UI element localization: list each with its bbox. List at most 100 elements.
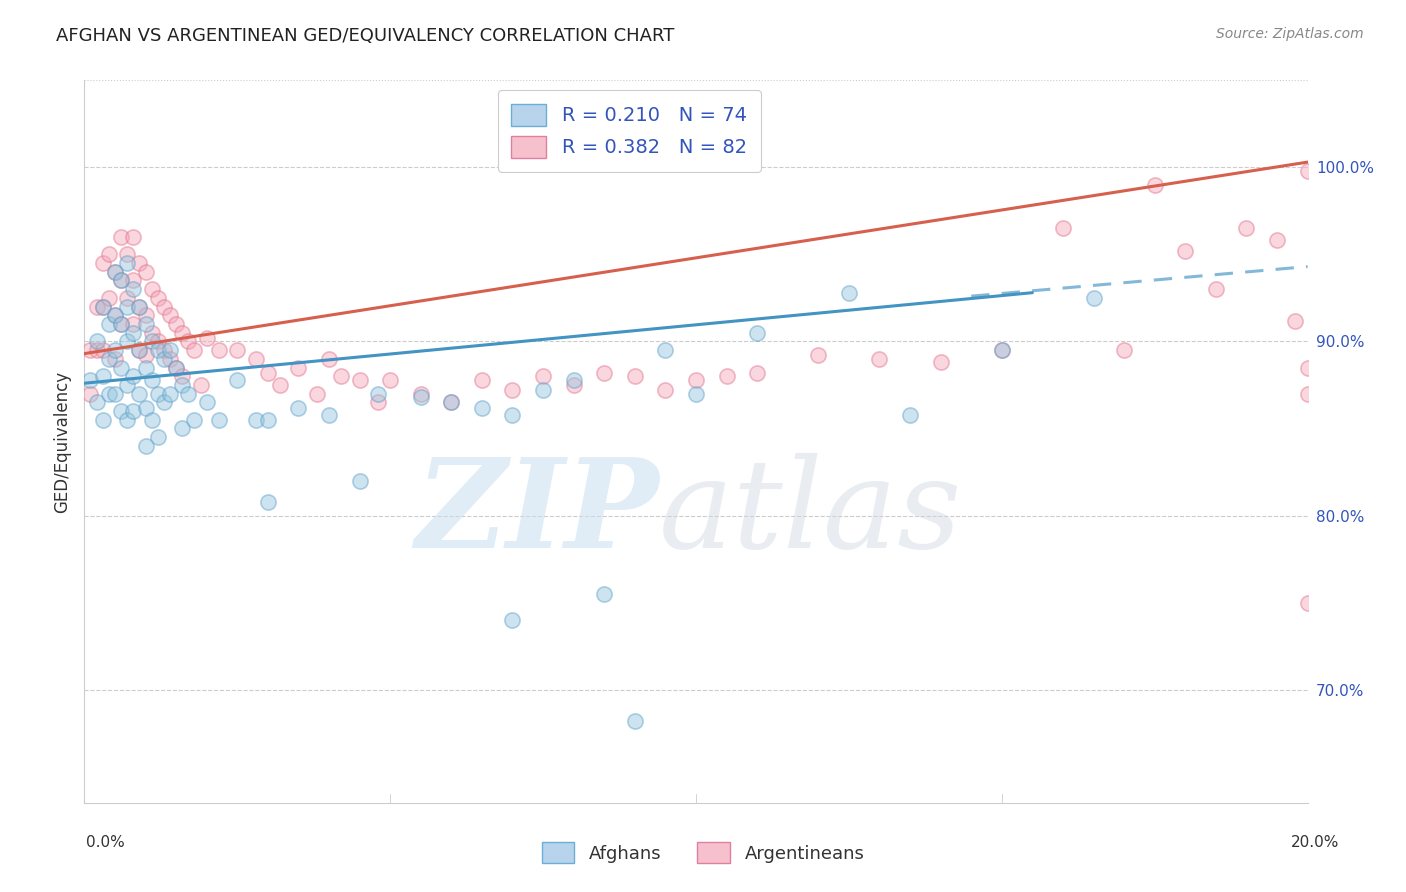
Point — [245, 351, 267, 366]
Point — [172, 378, 194, 392]
Point — [146, 343, 169, 358]
Point — [128, 386, 150, 401]
Point — [183, 343, 205, 358]
Point — [1265, 234, 1288, 248]
Point — [471, 373, 494, 387]
Point — [502, 613, 524, 627]
Point — [165, 360, 187, 375]
Legend: R = 0.210   N = 74, R = 0.382   N = 82: R = 0.210 N = 74, R = 0.382 N = 82 — [498, 90, 761, 172]
Point — [122, 273, 145, 287]
Point — [330, 369, 353, 384]
Point — [110, 273, 132, 287]
Point — [1143, 178, 1166, 192]
Text: ZIP: ZIP — [416, 453, 659, 574]
Point — [305, 386, 328, 401]
Point — [624, 714, 647, 728]
Point — [531, 383, 554, 397]
Point — [367, 395, 389, 409]
Point — [195, 331, 218, 345]
Point — [153, 300, 176, 314]
Point — [110, 404, 132, 418]
Point — [159, 343, 181, 358]
Point — [128, 343, 150, 358]
Point — [190, 378, 212, 392]
Point — [208, 343, 231, 358]
Point — [104, 351, 127, 366]
Point — [1296, 360, 1319, 375]
Point — [141, 413, 163, 427]
Point — [1114, 343, 1136, 358]
Point — [226, 343, 249, 358]
Point — [91, 369, 114, 384]
Point — [141, 334, 163, 349]
Point — [128, 300, 150, 314]
Point — [287, 401, 309, 415]
Point — [86, 300, 108, 314]
Point — [716, 369, 738, 384]
Point — [97, 291, 120, 305]
Point — [165, 360, 187, 375]
Point — [122, 317, 145, 331]
Point — [440, 395, 463, 409]
Point — [159, 351, 181, 366]
Point — [349, 474, 371, 488]
Point — [654, 343, 676, 358]
Point — [172, 369, 194, 384]
Point — [409, 386, 432, 401]
Point — [146, 291, 169, 305]
Point — [838, 285, 860, 300]
Point — [440, 395, 463, 409]
Point — [91, 300, 114, 314]
Point — [115, 256, 138, 270]
Point — [1174, 244, 1197, 258]
Point — [159, 386, 181, 401]
Point — [1205, 282, 1227, 296]
Point — [97, 317, 120, 331]
Point — [146, 334, 169, 349]
Point — [97, 247, 120, 261]
Point — [685, 386, 707, 401]
Point — [257, 413, 280, 427]
Point — [153, 395, 176, 409]
Point — [562, 378, 585, 392]
Point — [135, 308, 157, 322]
Point — [135, 317, 157, 331]
Point — [269, 378, 291, 392]
Point — [146, 430, 169, 444]
Point — [122, 369, 145, 384]
Text: atlas: atlas — [659, 453, 963, 574]
Point — [128, 343, 150, 358]
Point — [79, 386, 101, 401]
Point — [104, 386, 127, 401]
Point — [1296, 386, 1319, 401]
Point — [531, 369, 554, 384]
Point — [562, 373, 585, 387]
Point — [104, 265, 127, 279]
Point — [86, 343, 108, 358]
Point — [115, 247, 138, 261]
Point — [153, 351, 176, 366]
Point — [104, 343, 127, 358]
Point — [122, 282, 145, 296]
Point — [929, 355, 952, 369]
Point — [257, 494, 280, 508]
Point — [471, 401, 494, 415]
Point — [122, 404, 145, 418]
Point — [135, 360, 157, 375]
Point — [141, 282, 163, 296]
Point — [257, 366, 280, 380]
Point — [110, 273, 132, 287]
Point — [1236, 221, 1258, 235]
Point — [128, 300, 150, 314]
Point — [91, 256, 114, 270]
Point — [367, 386, 389, 401]
Point — [1296, 163, 1319, 178]
Point — [318, 408, 340, 422]
Point — [135, 265, 157, 279]
Point — [115, 300, 138, 314]
Point — [86, 334, 108, 349]
Point — [141, 373, 163, 387]
Point — [1052, 221, 1074, 235]
Point — [177, 386, 200, 401]
Point — [502, 408, 524, 422]
